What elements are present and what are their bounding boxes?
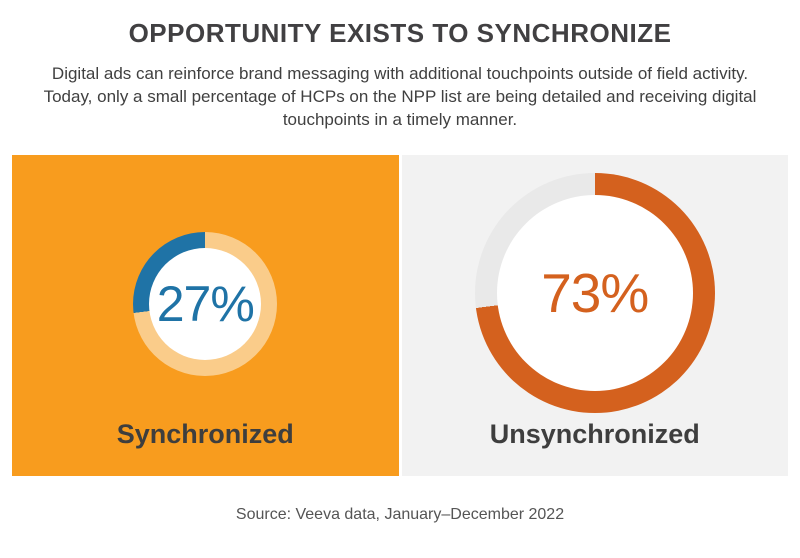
- synchronized-donut-hole: 27%: [149, 248, 262, 360]
- synchronized-label: Synchronized: [116, 419, 294, 449]
- unsynchronized-donut-hole: 73%: [496, 195, 693, 391]
- unsynchronized-label: Unsynchronized: [489, 419, 700, 449]
- source-note: Source: Veeva data, January–December 202…: [235, 506, 565, 523]
- synchronized-percentage-value: 27%: [156, 276, 255, 332]
- synchronized-donut-chart: 27%: [133, 232, 278, 376]
- subtitle-line-1: Digital ads can reinforce brand messagin…: [51, 64, 749, 83]
- infographic-page: OPPORTUNITY EXISTS TO SYNCHRONIZE Digita…: [0, 18, 800, 558]
- unsynchronized-percentage-value: 73%: [541, 262, 649, 324]
- chart-panels: 27% Synchronized 73% Unsynchronized: [12, 155, 788, 476]
- subtitle-line-2: Today, only a small percentage of HCPs o…: [43, 87, 757, 106]
- synchronized-panel: 27% Synchronized: [12, 155, 399, 476]
- unsynchronized-donut-chart: 73%: [474, 173, 715, 413]
- unsynchronized-panel: 73% Unsynchronized: [401, 155, 788, 476]
- page-title: OPPORTUNITY EXISTS TO SYNCHRONIZE: [128, 18, 672, 48]
- page-subtitle: Digital ads can reinforce brand messagin…: [0, 62, 800, 131]
- subtitle-line-3: touchpoints in a timely manner.: [282, 110, 518, 129]
